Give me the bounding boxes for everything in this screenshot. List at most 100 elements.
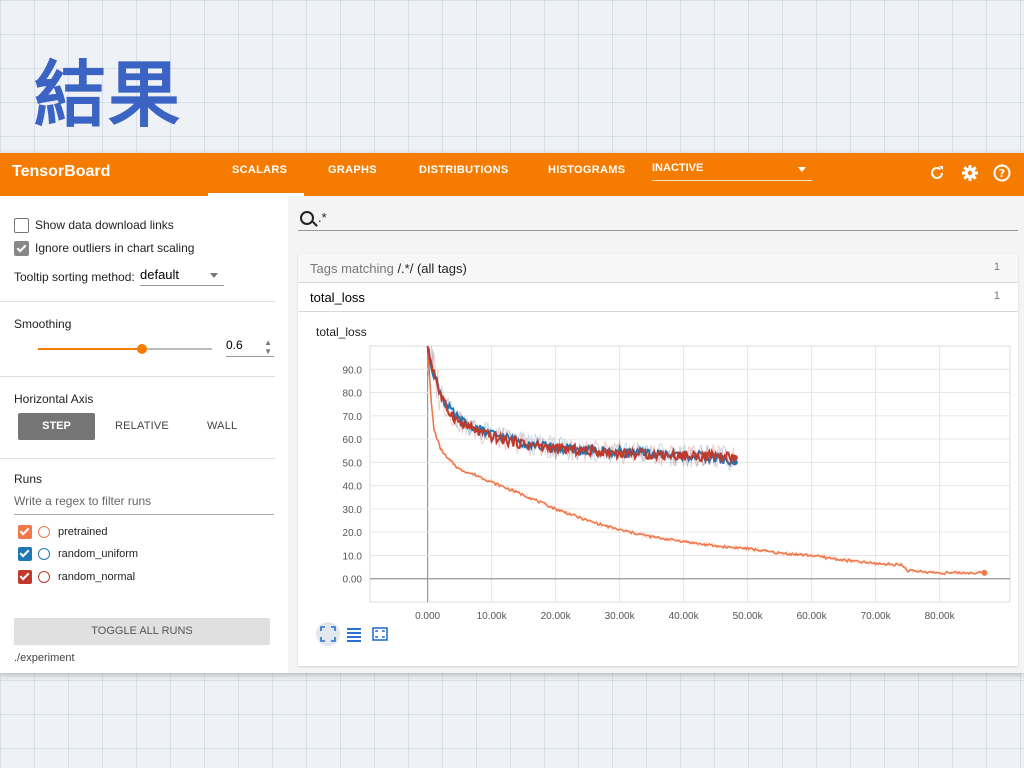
active-tab-indicator — [208, 193, 304, 196]
tab-histograms[interactable]: HISTOGRAMS — [548, 164, 626, 176]
background-grid — [0, 673, 1024, 768]
search-icon — [300, 211, 314, 225]
relative-button[interactable]: RELATIVE — [115, 420, 169, 432]
y-tick-label: 30.0 — [343, 505, 363, 516]
y-tick-label: 0.00 — [343, 575, 363, 586]
y-tick-label: 90.0 — [343, 365, 363, 376]
x-tick-label: 50.00k — [733, 611, 764, 622]
tensorboard-screenshot: TensorBoard SCALARS GRAPHS DISTRIBUTIONS… — [0, 153, 1024, 673]
x-tick-label: 20.00k — [541, 611, 572, 622]
chart-title: total_loss — [316, 325, 367, 339]
chart-card: total_loss 0.000 10.00k 20.00k 30.00k 40.00k… — [298, 312, 1018, 666]
x-tick-label: 70.00k — [861, 611, 892, 622]
run-checkbox[interactable] — [18, 525, 32, 539]
list-icon — [347, 628, 361, 642]
tab-scalars[interactable]: SCALARS — [232, 164, 288, 176]
expand-icon — [320, 626, 336, 642]
tag-search-input[interactable]: .* — [298, 210, 1018, 231]
series-end-point — [981, 569, 988, 576]
slide-title: 結果 — [34, 53, 183, 137]
tags-matching-text: Tags matching /.*/ (all tags) — [310, 261, 467, 276]
run-filter-placeholder: Write a regex to filter runs — [14, 494, 152, 508]
run-label: random_normal — [58, 571, 136, 583]
plot-frame — [369, 345, 1011, 603]
experiment-path: ./experiment — [14, 652, 75, 664]
y-tick-label: 40.0 — [343, 482, 363, 493]
series-line — [426, 346, 985, 576]
sidebar: Show data download links Ignore outliers… — [0, 196, 288, 673]
smoothing-label: Smoothing — [14, 317, 72, 331]
svg-text:?: ? — [999, 167, 1005, 180]
tooltip-sorting-value: default — [140, 267, 180, 282]
horizontal-axis-label: Horizontal Axis — [14, 392, 94, 406]
help-icon[interactable]: ? — [993, 164, 1011, 182]
group-label: total_loss — [310, 290, 365, 305]
ignore-outliers-label: Ignore outliers in chart scaling — [35, 241, 195, 255]
smoothing-slider-thumb[interactable] — [137, 344, 148, 354]
fit-domain-button[interactable] — [316, 622, 340, 646]
run-checkbox[interactable] — [18, 570, 32, 584]
search-value: .* — [318, 210, 327, 225]
y-tick-label: 80.0 — [343, 389, 363, 400]
tags-regex: /.*/ — [397, 261, 414, 276]
tooltip-sorting-label: Tooltip sorting method: — [14, 270, 135, 284]
enlarge-chart-button[interactable] — [368, 622, 392, 646]
inactive-label: INACTIVE — [652, 162, 704, 174]
settings-icon[interactable] — [961, 164, 979, 182]
run-color-circle-icon — [38, 571, 50, 583]
tags-count: 1 — [993, 261, 1000, 273]
group-count: 1 — [993, 290, 1000, 302]
smoothing-value: 0.6 — [226, 338, 243, 352]
divider — [0, 301, 275, 302]
main-panel: .* Tags matching /.*/ (all tags) 1 total… — [288, 196, 1024, 673]
tab-distributions[interactable]: DISTRIBUTIONS — [419, 164, 509, 176]
series-line — [426, 345, 736, 465]
smoothing-slider-fill — [38, 348, 143, 350]
series-end-point — [731, 454, 738, 461]
toggle-all-runs-button[interactable]: TOGGLE ALL RUNS — [14, 618, 270, 645]
x-tick-label: 0.000 — [415, 611, 440, 622]
x-tick-label: 60.00k — [797, 611, 828, 622]
divider — [0, 376, 275, 377]
x-tick-label: 30.00k — [605, 611, 636, 622]
show-download-checkbox[interactable] — [14, 218, 29, 233]
y-tick-label: 50.0 — [343, 458, 363, 469]
divider — [0, 458, 275, 459]
smoothing-slider[interactable] — [38, 344, 212, 354]
tags-matching-header[interactable]: Tags matching /.*/ (all tags) 1 — [298, 254, 1018, 282]
chevron-down-icon — [798, 167, 806, 172]
tab-graphs[interactable]: GRAPHS — [328, 164, 377, 176]
run-label: pretrained — [58, 526, 108, 538]
refresh-icon[interactable] — [928, 164, 946, 182]
runs-label: Runs — [14, 472, 43, 486]
top-bar: TensorBoard SCALARS GRAPHS DISTRIBUTIONS… — [0, 153, 1024, 196]
wall-button[interactable]: WALL — [207, 420, 238, 432]
loss-chart[interactable]: 0.000 10.00k 20.00k 30.00k 40.00k 50.00k 60.00… — [298, 312, 1018, 666]
brand-logo: TensorBoard — [12, 163, 111, 180]
smoothing-input[interactable]: 0.6 ▲ ▼ — [226, 338, 274, 357]
total-loss-group-header[interactable]: total_loss 1 — [298, 283, 1018, 311]
run-filter-input[interactable]: Write a regex to filter runs — [14, 494, 274, 515]
ignore-outliers-checkbox[interactable] — [14, 241, 29, 256]
x-tick-label: 40.00k — [669, 611, 700, 622]
chevron-down-icon — [210, 273, 218, 278]
step-button[interactable]: STEP — [18, 413, 95, 440]
tags-prefix: Tags matching — [310, 261, 398, 276]
y-tick-label: 20.0 — [343, 528, 363, 539]
y-tick-label: 10.0 — [343, 551, 363, 562]
x-tick-label: 80.00k — [925, 611, 956, 622]
fullscreen-icon — [372, 627, 388, 641]
show-download-label: Show data download links — [35, 218, 174, 232]
y-tick-label: 60.0 — [343, 435, 363, 446]
toggle-y-scale-button[interactable] — [342, 622, 366, 646]
x-tick-label: 10.00k — [477, 611, 508, 622]
stepper-icon: ▲ ▼ — [264, 338, 272, 356]
inactive-dropdown[interactable]: INACTIVE — [652, 162, 812, 181]
run-checkbox[interactable] — [18, 547, 32, 561]
run-label: random_uniform — [58, 548, 139, 560]
tags-suffix: (all tags) — [413, 261, 467, 276]
y-tick-label: 70.0 — [343, 412, 363, 423]
run-color-circle-icon — [38, 526, 50, 538]
run-color-circle-icon — [38, 548, 50, 560]
tooltip-sorting-select[interactable]: default — [140, 267, 224, 286]
